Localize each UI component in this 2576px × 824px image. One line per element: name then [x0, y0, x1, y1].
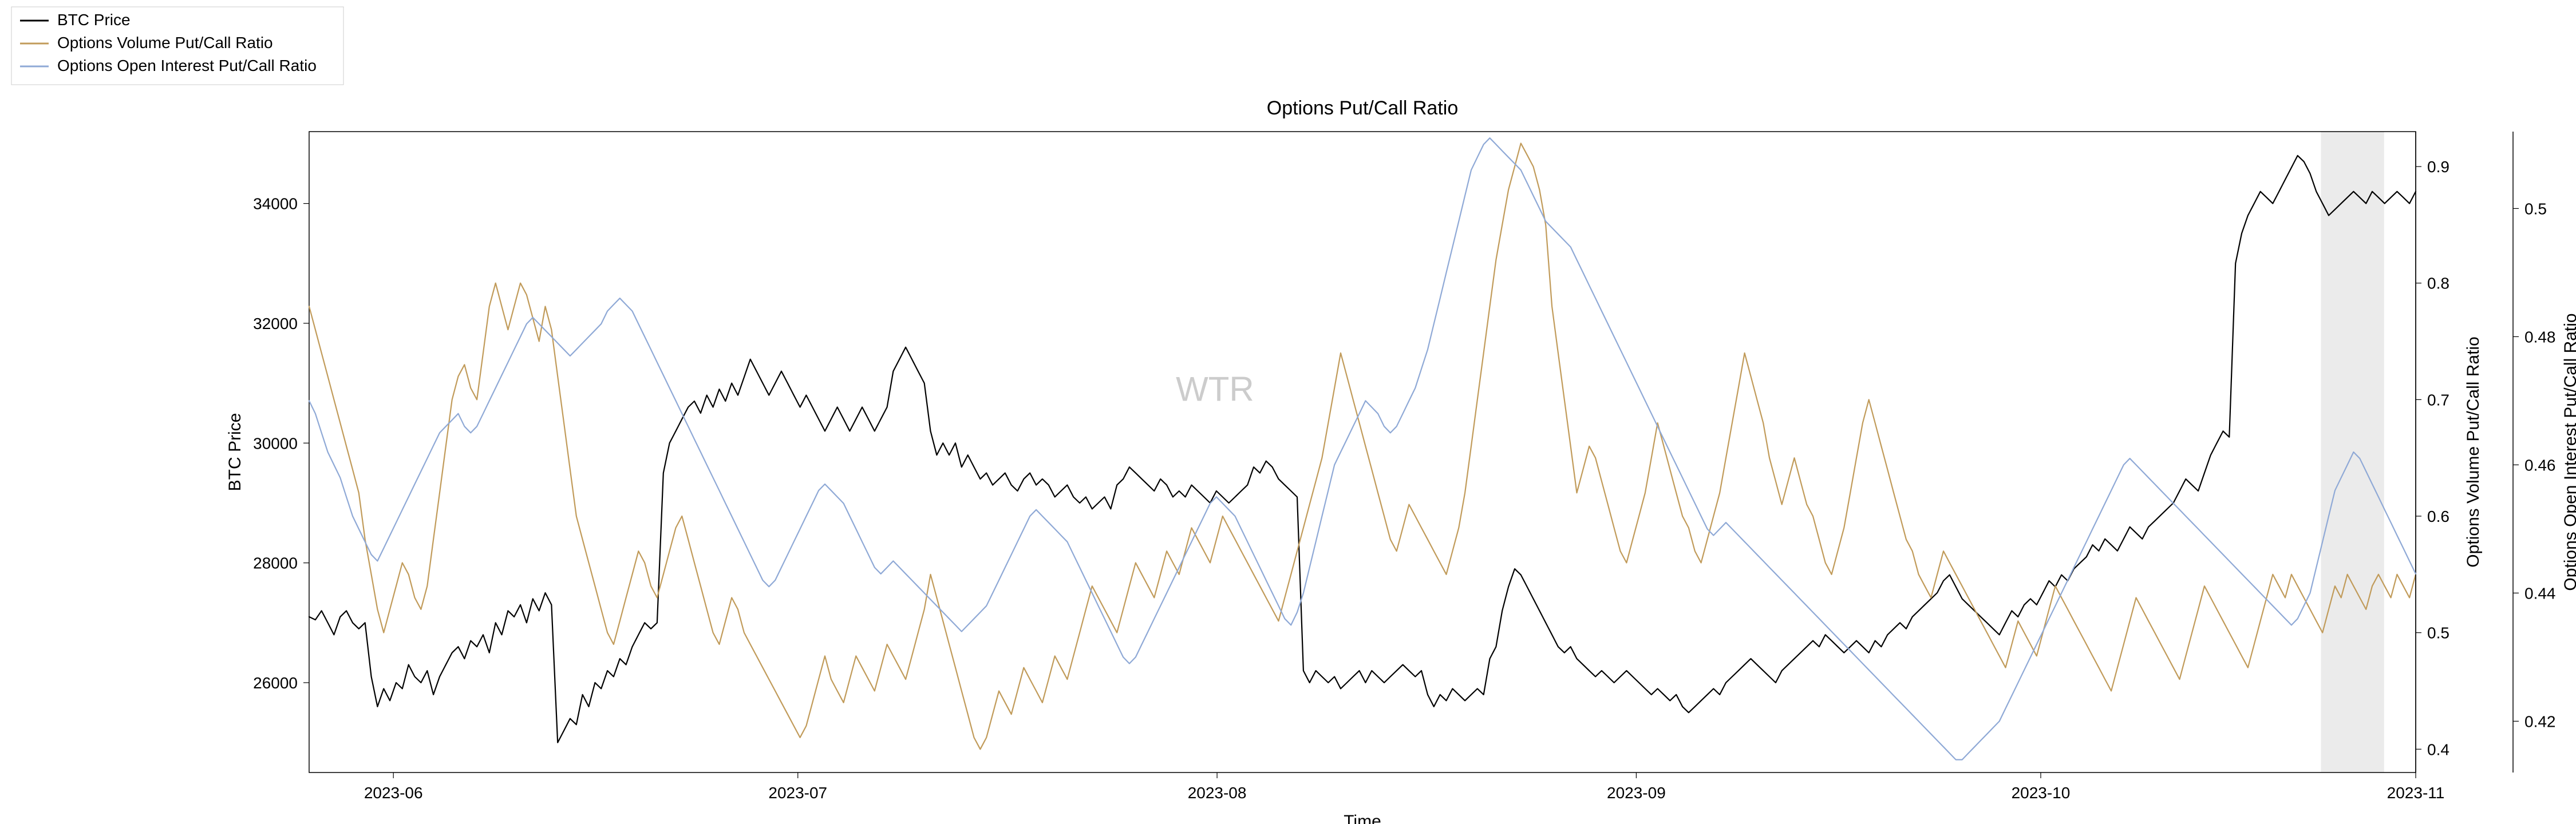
y1-tick-label: 28000: [253, 554, 298, 572]
y2-tick-label: 0.7: [2427, 391, 2449, 409]
chart-svg: Options Put/Call Ratio WTR Time 2023-06 2023…: [0, 0, 2576, 824]
x-tick-label: 2023-07: [768, 784, 827, 802]
y2-tick-label: 0.8: [2427, 275, 2449, 292]
y1-tick-label: 30000: [253, 434, 298, 452]
y1-axis-label: BTC Price: [226, 413, 244, 492]
x-tick-label: 2023-09: [1607, 784, 1666, 802]
y1-tick-label: 32000: [253, 315, 298, 332]
y1-tick-label: 26000: [253, 674, 298, 692]
shaded-region: [2321, 132, 2384, 772]
y3-tick-label: 0.42: [2524, 712, 2556, 730]
watermark: WTR: [1176, 370, 1254, 408]
y2-tick-label: 0.4: [2427, 740, 2449, 758]
x-axis-label: Time: [1344, 812, 1381, 824]
x-tick-label: 2023-06: [364, 784, 423, 802]
y3-tick-label: 0.48: [2524, 328, 2556, 346]
y3-tick-label: 0.5: [2524, 200, 2547, 217]
legend-label: Options Open Interest Put/Call Ratio: [57, 57, 317, 74]
y1-tick-label: 34000: [253, 195, 298, 213]
y2-tick-label: 0.9: [2427, 158, 2449, 176]
y2-axis-label: Options Volume Put/Call Ratio: [2464, 336, 2483, 568]
x-tick-label: 2023-11: [2387, 784, 2445, 802]
y2-tick-label: 0.6: [2427, 508, 2449, 525]
y3-tick-label: 0.46: [2524, 456, 2556, 474]
chart-title: Options Put/Call Ratio: [1267, 97, 1459, 119]
chart-container: Options Put/Call Ratio WTR Time 2023-06 2023…: [0, 0, 2576, 824]
y2-tick-label: 0.5: [2427, 624, 2449, 642]
x-tick-label: 2023-10: [2012, 784, 2071, 802]
y3-tick-label: 0.44: [2524, 584, 2556, 602]
legend-label: Options Volume Put/Call Ratio: [57, 34, 273, 52]
y3-axis-label: Options Open Interest Put/Call Ratio: [2561, 313, 2576, 591]
x-tick-label: 2023-08: [1188, 784, 1247, 802]
legend-label: BTC Price: [57, 11, 131, 29]
